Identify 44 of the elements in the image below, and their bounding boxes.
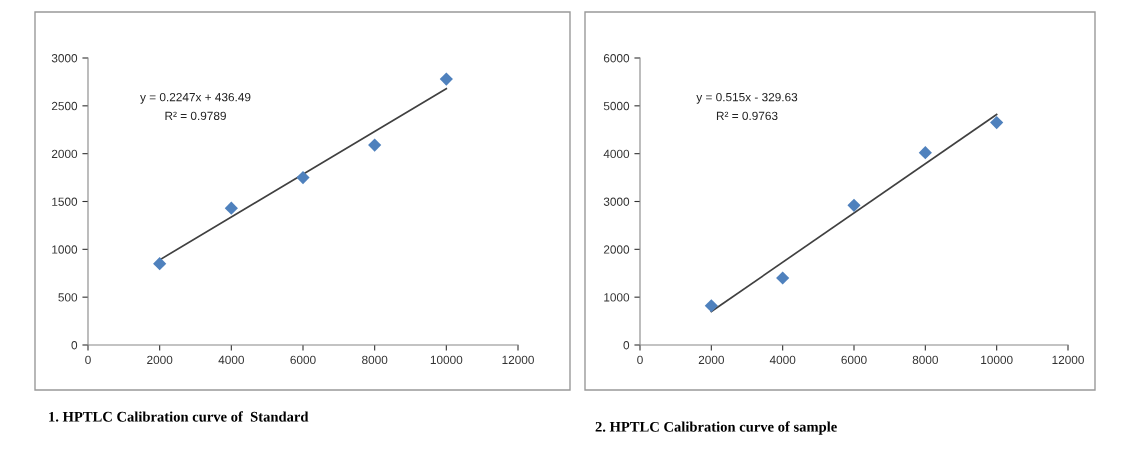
point — [990, 115, 1004, 130]
x-tick-label: 10000 — [430, 355, 463, 365]
x-tick-label: 2000 — [147, 355, 173, 365]
y-tick-label: 5000 — [603, 101, 630, 111]
x-tick-label: 8000 — [362, 355, 388, 365]
y-tick-label: 4000 — [603, 149, 630, 159]
point — [776, 271, 790, 285]
y-tick-label: 2000 — [51, 149, 78, 159]
point — [847, 198, 861, 212]
y-tick-label: 6000 — [603, 54, 630, 63]
x-tick-label: 4000 — [218, 355, 244, 365]
text: 2. HPTLC Calibration curve of sample — [595, 421, 837, 435]
y-tick-label: 3000 — [51, 54, 78, 63]
x-tick-label: 2000 — [698, 355, 724, 365]
y-tick-label: 3000 — [603, 197, 630, 206]
y-tick-label: 1500 — [52, 197, 78, 206]
point — [918, 146, 932, 160]
point — [153, 257, 167, 271]
point — [224, 201, 238, 215]
y-tick-label: 0 — [71, 341, 78, 350]
x-tick-label: 0 — [85, 355, 91, 365]
y-tick-label: 1000 — [52, 245, 78, 254]
annotation: R² = 0.9763 — [716, 111, 778, 120]
x-tick-label: 8000 — [912, 355, 938, 365]
annotation: R² = 0.9789 — [165, 111, 226, 120]
x-tick-label: 0 — [637, 355, 643, 365]
y-tick-label: 1000 — [604, 293, 630, 302]
x-tick-label: 12000 — [1052, 355, 1084, 365]
annotation: y = 0.2247x + 436.49 — [140, 92, 251, 104]
x-tick-label: 6000 — [290, 355, 316, 365]
x-tick-label: 10000 — [981, 355, 1013, 365]
point — [704, 299, 718, 313]
text: 1. HPTLC Calibration curve of Standard — [49, 411, 309, 422]
point — [368, 138, 382, 152]
x-tick-label: 4000 — [769, 355, 796, 365]
x-tick-label: 12000 — [502, 355, 534, 365]
point — [439, 72, 453, 86]
point — [296, 171, 310, 185]
y-tick-label: 2000 — [603, 245, 630, 254]
y-tick-label: 500 — [58, 293, 78, 302]
x-tick-label: 6000 — [841, 355, 867, 365]
annotation: y = 0.515x - 329.63 — [696, 92, 798, 104]
y-tick-label: 2500 — [51, 101, 78, 111]
y-tick-label: 0 — [623, 341, 630, 350]
